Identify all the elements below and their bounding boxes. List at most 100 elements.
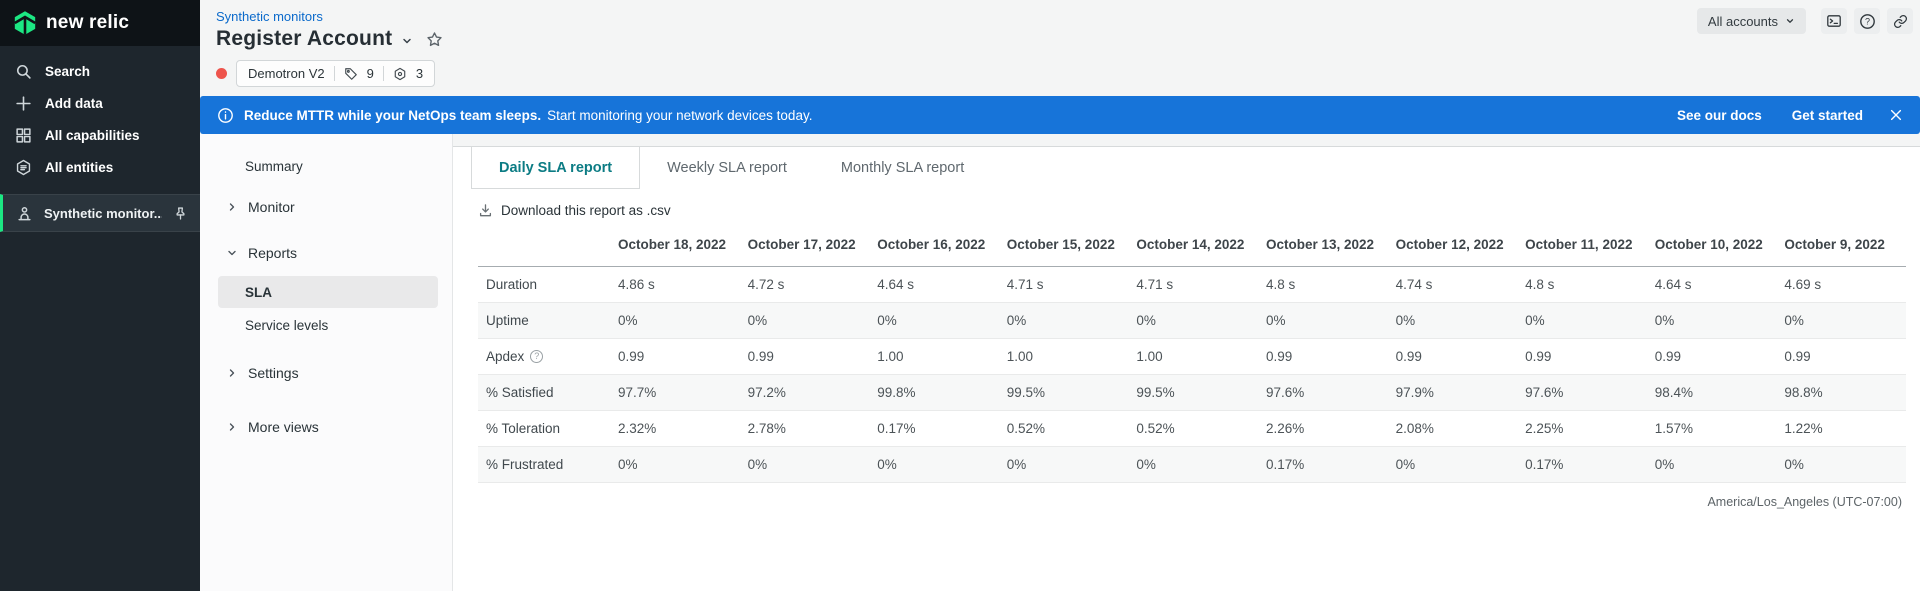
table-cell: 97.7% xyxy=(610,374,740,412)
related-entities-count: 3 xyxy=(415,66,424,81)
table-cell: 4.8 s xyxy=(1517,266,1647,304)
subnav-item-monitor[interactable]: Monitor xyxy=(200,184,452,230)
share-link-button[interactable] xyxy=(1887,8,1913,34)
sla-report-panel: Daily SLA report Weekly SLA report Monthly… xyxy=(453,146,1920,591)
favorite-star-icon[interactable] xyxy=(426,31,443,48)
table-cell: 2.78% xyxy=(739,410,870,448)
related-entities-icon xyxy=(393,67,407,81)
table-header-row: October 18, 2022 October 17, 2022 October … xyxy=(478,228,1906,268)
see-our-docs-link[interactable]: See our docs xyxy=(1676,107,1762,123)
table-cell: 1.57% xyxy=(1646,410,1777,448)
download-icon xyxy=(478,203,493,218)
table-cell: 4.74 s xyxy=(1387,266,1518,304)
table-cell: 0% xyxy=(1387,446,1518,484)
banner-message-bold: Reduce MTTR while your NetOps team sleep… xyxy=(244,107,542,123)
table-cell: 4.71 s xyxy=(1128,266,1258,304)
new-relic-logo[interactable]: new relic xyxy=(0,0,200,46)
lower-area: Summary Monitor Reports SLA Service levels Se… xyxy=(200,134,1920,591)
table-cell: 0% xyxy=(1776,302,1906,340)
table-row: % Toleration 2.32% 2.78% 0.17% 0.52% 0.52% 2.2… xyxy=(478,410,1906,448)
column-header: October 12, 2022 xyxy=(1387,228,1518,268)
sidebar-nav: Search Add data All capabilities All entiti… xyxy=(0,60,200,178)
subnav-group-label: Reports xyxy=(248,245,298,261)
terminal-icon xyxy=(1827,15,1841,27)
sidebar-item-label: Add data xyxy=(45,95,103,111)
account-switcher[interactable]: All accounts xyxy=(1696,8,1806,34)
column-header: October 16, 2022 xyxy=(869,228,999,268)
all-entities-icon xyxy=(15,159,32,176)
table-cell: 0% xyxy=(610,302,740,340)
column-header: October 15, 2022 xyxy=(998,228,1129,268)
table-cell: 0.99 xyxy=(1646,338,1777,376)
pin-icon[interactable] xyxy=(173,206,188,221)
sidebar-item-all-entities[interactable]: All entities xyxy=(0,156,200,178)
get-started-link[interactable]: Get started xyxy=(1791,107,1863,123)
table-cell: 1.22% xyxy=(1776,410,1906,448)
query-console-button[interactable] xyxy=(1821,8,1847,34)
table-cell: 0% xyxy=(1776,446,1906,484)
pill-divider xyxy=(333,66,335,81)
info-icon xyxy=(217,107,234,124)
subnav-item-more-views[interactable]: More views xyxy=(200,404,452,450)
table-cell: 0.99 xyxy=(610,338,740,376)
entity-picker-caret-icon[interactable] xyxy=(401,35,413,47)
table-cell: 97.2% xyxy=(739,374,870,412)
table-cell: 2.25% xyxy=(1517,410,1647,448)
table-cell: 1.00 xyxy=(869,338,999,376)
column-header: October 18, 2022 xyxy=(610,228,740,268)
entity-status-row: Demotron V2 9 3 xyxy=(216,60,1904,87)
breadcrumb-synthetic-monitors[interactable]: Synthetic monitors xyxy=(216,9,323,24)
table-cell: 0.99 xyxy=(739,338,870,376)
table-cell: 4.72 s xyxy=(739,266,870,304)
help-button[interactable]: ? xyxy=(1854,8,1880,34)
subnav-item-service-levels[interactable]: Service levels xyxy=(245,317,329,333)
sidebar-item-synthetic-monitoring[interactable]: Synthetic monitor... xyxy=(0,194,200,232)
row-label: % Toleration xyxy=(478,410,610,448)
sidebar-item-label: Search xyxy=(45,63,91,79)
table-cell: 0% xyxy=(1257,302,1388,340)
sidebar-item-label: Synthetic monitor... xyxy=(44,205,162,221)
top-controls: All accounts ? xyxy=(1696,8,1913,34)
table-cell: 98.8% xyxy=(1776,374,1906,412)
row-label: Duration xyxy=(478,266,610,304)
table-cell: 0.17% xyxy=(1517,446,1647,484)
table-cell: 0.99 xyxy=(1257,338,1388,376)
close-icon[interactable] xyxy=(1889,108,1903,122)
subnav-group-label: Monitor xyxy=(248,199,295,215)
table-cell: 2.32% xyxy=(610,410,740,448)
chevron-down-icon xyxy=(226,247,238,259)
apdex-help-icon[interactable]: ? xyxy=(530,349,544,363)
table-cell: 0% xyxy=(739,302,870,340)
table-cell: 0% xyxy=(1517,302,1647,340)
table-row: % Satisfied 97.7% 97.2% 99.8% 99.5% 99.5% 97.6… xyxy=(478,374,1906,412)
table-cell: 97.6% xyxy=(1517,374,1647,412)
subnav-item-settings[interactable]: Settings xyxy=(200,350,452,396)
subnav-item-reports[interactable]: Reports xyxy=(200,230,452,276)
column-header: October 17, 2022 xyxy=(739,228,870,268)
subnav-group-label: Settings xyxy=(248,365,299,381)
table-cell: 0.99 xyxy=(1387,338,1518,376)
table-row: Apdex? 0.99 0.99 1.00 1.00 1.00 0.99 0.99 0.99 0.… xyxy=(478,338,1906,376)
sidebar-item-all-capabilities[interactable]: All capabilities xyxy=(0,124,200,146)
subnav-item-sla[interactable]: SLA xyxy=(218,276,438,308)
entity-subnav: Summary Monitor Reports SLA Service levels Se… xyxy=(200,134,453,591)
table-cell: 0% xyxy=(869,446,999,484)
table-cell: 0.17% xyxy=(869,410,999,448)
table-cell: 4.64 s xyxy=(869,266,999,304)
table-cell: 1.00 xyxy=(1128,338,1258,376)
table-cell: 0% xyxy=(739,446,870,484)
sidebar-item-add-data[interactable]: Add data xyxy=(0,92,200,114)
download-csv-link[interactable]: Download this report as .csv xyxy=(478,203,1920,218)
subnav-item-summary[interactable]: Summary xyxy=(245,158,303,174)
sla-table: October 18, 2022 October 17, 2022 October … xyxy=(478,228,1906,484)
tab-daily-sla-report[interactable]: Daily SLA report xyxy=(471,147,641,189)
tag-icon xyxy=(344,67,358,81)
table-cell: 0% xyxy=(998,302,1129,340)
global-sidebar: new relic Search Add data All capabilities… xyxy=(0,0,200,591)
tab-monthly-sla-report[interactable]: Monthly SLA report xyxy=(840,160,965,176)
table-cell: 2.26% xyxy=(1257,410,1388,448)
entity-meta-pill[interactable]: Demotron V2 9 3 xyxy=(236,60,436,87)
tab-weekly-sla-report[interactable]: Weekly SLA report xyxy=(667,160,787,176)
table-cell: 4.8 s xyxy=(1257,266,1388,304)
sidebar-item-search[interactable]: Search xyxy=(0,60,200,82)
